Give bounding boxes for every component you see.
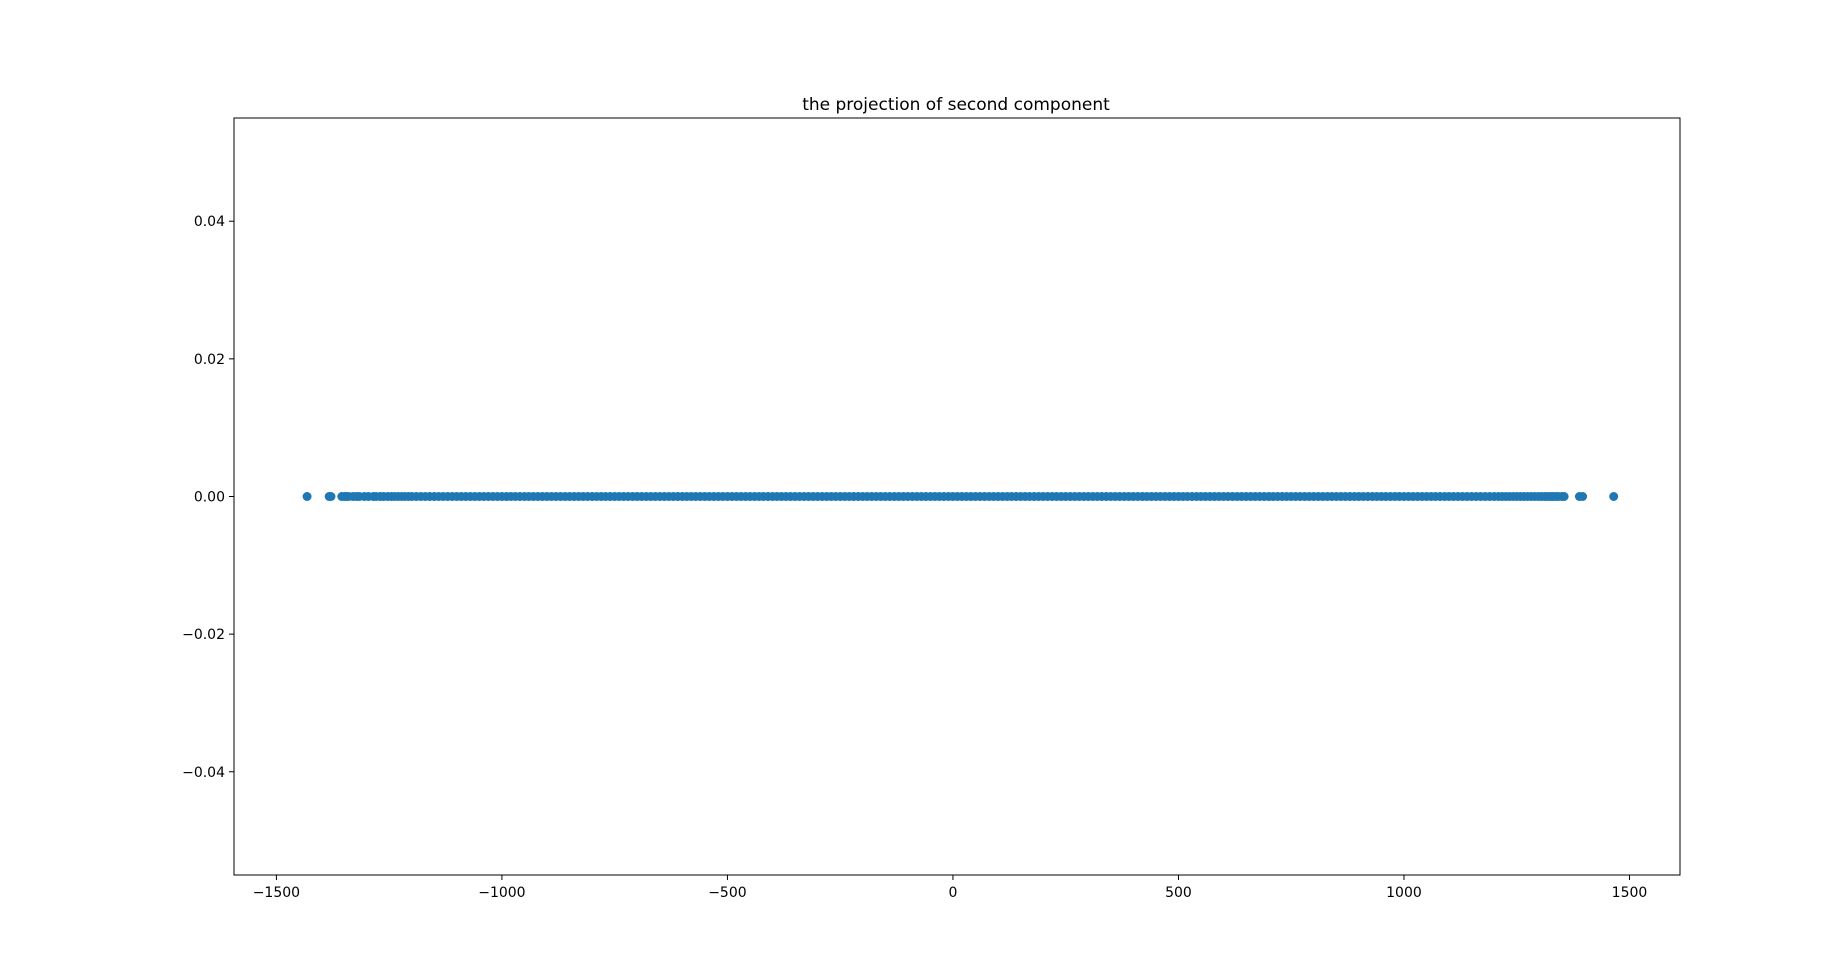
x-tick-label: 1500 <box>1612 885 1648 901</box>
x-tick-label: 500 <box>1165 885 1192 901</box>
x-tick-label: −1000 <box>478 885 525 901</box>
plot-frame <box>233 117 1681 876</box>
data-point <box>302 492 312 501</box>
x-tick-label: 0 <box>948 885 957 901</box>
data-point <box>1559 492 1569 501</box>
y-tick-label: 0.02 <box>194 352 225 368</box>
data-point <box>326 492 336 501</box>
x-tick-label: 1000 <box>1386 885 1422 901</box>
data-point <box>1609 492 1619 501</box>
y-tick-label: 0.04 <box>194 214 225 230</box>
x-tick-label: −1500 <box>253 885 300 901</box>
points-layer <box>302 492 1619 501</box>
x-tick-label: −500 <box>708 885 746 901</box>
chart-title: the projection of second component <box>802 95 1110 115</box>
x-axis: −1500 −1000 −500 0 500 1000 1500 <box>253 875 1648 901</box>
y-tick-label: −0.02 <box>182 627 225 643</box>
y-axis: 0.04 0.02 0.00 −0.02 −0.04 <box>182 214 234 781</box>
y-tick-label: 0.00 <box>194 490 225 506</box>
data-point <box>1578 492 1588 501</box>
y-tick-label: −0.04 <box>182 765 225 781</box>
